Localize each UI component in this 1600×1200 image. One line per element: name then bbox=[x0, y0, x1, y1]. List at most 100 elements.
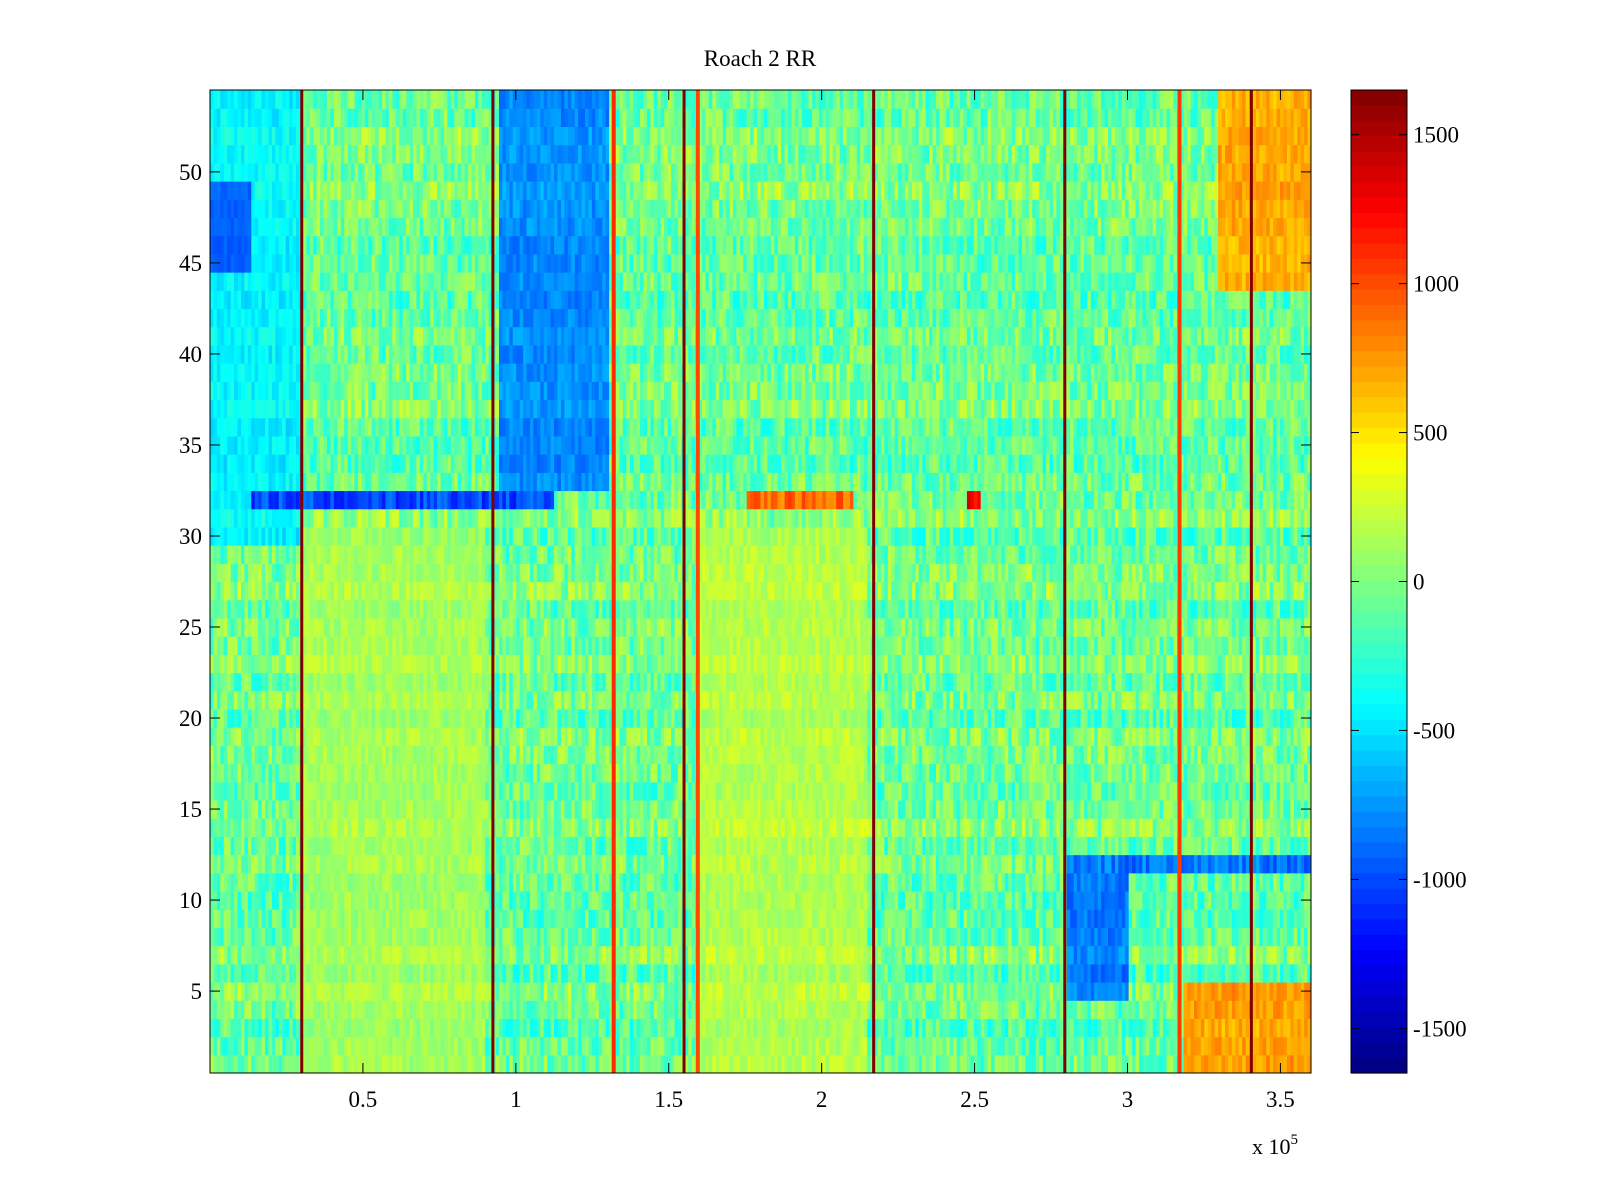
heatmap-cell bbox=[781, 799, 786, 819]
heatmap-cell bbox=[722, 1000, 727, 1019]
heatmap-cell bbox=[853, 1054, 858, 1073]
heatmap-cell bbox=[691, 1018, 696, 1038]
heatmap-cell bbox=[1269, 818, 1274, 837]
heatmap-cell bbox=[605, 818, 610, 837]
heatmap-cell bbox=[375, 945, 380, 965]
heatmap-cell bbox=[533, 1000, 538, 1019]
heatmap-cell bbox=[667, 1018, 672, 1038]
heatmap-cell bbox=[1032, 872, 1037, 892]
heatmap-cell bbox=[1173, 1000, 1178, 1019]
heatmap-cell bbox=[516, 927, 521, 947]
heatmap-cell bbox=[908, 872, 913, 892]
heatmap-cell bbox=[388, 836, 393, 856]
heatmap-cell bbox=[330, 1054, 335, 1073]
heatmap-cell bbox=[1114, 927, 1119, 947]
heatmap-cell bbox=[1070, 799, 1075, 819]
heatmap-cell bbox=[667, 1036, 672, 1056]
heatmap-cell bbox=[1070, 909, 1075, 928]
heatmap-cell bbox=[874, 945, 879, 965]
heatmap-cell bbox=[1255, 854, 1260, 874]
heatmap-cell bbox=[874, 872, 879, 892]
heatmap-cell bbox=[1032, 836, 1037, 856]
heatmap-cell bbox=[691, 1000, 696, 1019]
heatmap-cell bbox=[502, 818, 507, 837]
heatmap-cell bbox=[330, 981, 335, 1001]
heatmap-cell bbox=[626, 1036, 631, 1056]
heatmap-cell bbox=[516, 963, 521, 983]
heatmap-cell bbox=[223, 836, 228, 856]
heatmap-cell bbox=[874, 854, 879, 874]
heatmap-cell bbox=[1066, 945, 1071, 965]
heatmap-cell bbox=[1290, 890, 1295, 910]
heatmap-cell bbox=[684, 981, 689, 1001]
heatmap-cell bbox=[523, 854, 528, 874]
heatmap-cell bbox=[244, 799, 249, 819]
heatmap-cell bbox=[316, 909, 321, 928]
heatmap-cell bbox=[285, 781, 290, 801]
heatmap-cell bbox=[667, 890, 672, 910]
heatmap-cell bbox=[708, 818, 713, 837]
heatmap-cell bbox=[540, 927, 545, 947]
heatmap-cell bbox=[292, 799, 297, 819]
heatmap-cell bbox=[843, 1054, 848, 1073]
heatmap-cell bbox=[626, 836, 631, 856]
heatmap-cell bbox=[1293, 799, 1298, 819]
heatmap-cell bbox=[1297, 854, 1302, 874]
heatmap-cell bbox=[523, 1054, 528, 1073]
heatmap-cell bbox=[963, 836, 968, 856]
heatmap-cell bbox=[464, 890, 469, 910]
heatmap-cell bbox=[254, 890, 259, 910]
heatmap-cell bbox=[1194, 1054, 1199, 1073]
heatmap-cell bbox=[753, 1054, 758, 1073]
heatmap-cell bbox=[340, 945, 345, 965]
heatmap-cell bbox=[313, 1018, 318, 1038]
heatmap-cell bbox=[860, 927, 865, 947]
heatmap-cell bbox=[805, 818, 810, 837]
heatmap-cell bbox=[474, 854, 479, 874]
heatmap-cell bbox=[829, 818, 834, 837]
heatmap-cell bbox=[440, 818, 445, 837]
heatmap-cell bbox=[550, 781, 555, 801]
heatmap-cell bbox=[223, 890, 228, 910]
heatmap-cell bbox=[333, 818, 338, 837]
heatmap-cell bbox=[578, 890, 583, 910]
heatmap-cell bbox=[461, 836, 466, 856]
heatmap-cell bbox=[595, 963, 600, 983]
heatmap-cell bbox=[1149, 909, 1154, 928]
heatmap-cell bbox=[932, 927, 937, 947]
heatmap-cell bbox=[1011, 872, 1016, 892]
heatmap-cell bbox=[932, 836, 937, 856]
heatmap-cell bbox=[268, 963, 273, 983]
heatmap-cell bbox=[251, 945, 256, 965]
heatmap-cell bbox=[960, 909, 965, 928]
heatmap-cell bbox=[1197, 945, 1202, 965]
heatmap-cell bbox=[815, 818, 820, 837]
heatmap-cell bbox=[578, 963, 583, 983]
heatmap-cell bbox=[1180, 1000, 1185, 1019]
heatmap-cell bbox=[1290, 799, 1295, 819]
heatmap-cell bbox=[512, 927, 517, 947]
heatmap-cell bbox=[829, 963, 834, 983]
heatmap-cell bbox=[1224, 963, 1230, 983]
heatmap-cell bbox=[409, 927, 414, 947]
heatmap-cell bbox=[275, 963, 280, 983]
heatmap-cell bbox=[849, 927, 854, 947]
heatmap-cell bbox=[984, 854, 989, 874]
heatmap-cell bbox=[629, 981, 634, 1001]
heatmap-cell bbox=[843, 981, 848, 1001]
heatmap-cell bbox=[323, 836, 328, 856]
heatmap-cell bbox=[268, 1036, 273, 1056]
heatmap-cell bbox=[929, 909, 934, 928]
heatmap-cell bbox=[1114, 963, 1119, 983]
heatmap-cell bbox=[485, 1000, 490, 1019]
heatmap-cell bbox=[1304, 1000, 1309, 1019]
heatmap-cell bbox=[932, 818, 937, 837]
heatmap-cell bbox=[1304, 945, 1309, 965]
heatmap-cell bbox=[278, 927, 283, 947]
heatmap-cell bbox=[1114, 1018, 1119, 1038]
heatmap-cell bbox=[289, 945, 294, 965]
heatmap-cell bbox=[715, 1000, 720, 1019]
heatmap-cell bbox=[423, 818, 428, 837]
heatmap-cell bbox=[481, 1054, 486, 1073]
heatmap-cell bbox=[216, 818, 221, 837]
